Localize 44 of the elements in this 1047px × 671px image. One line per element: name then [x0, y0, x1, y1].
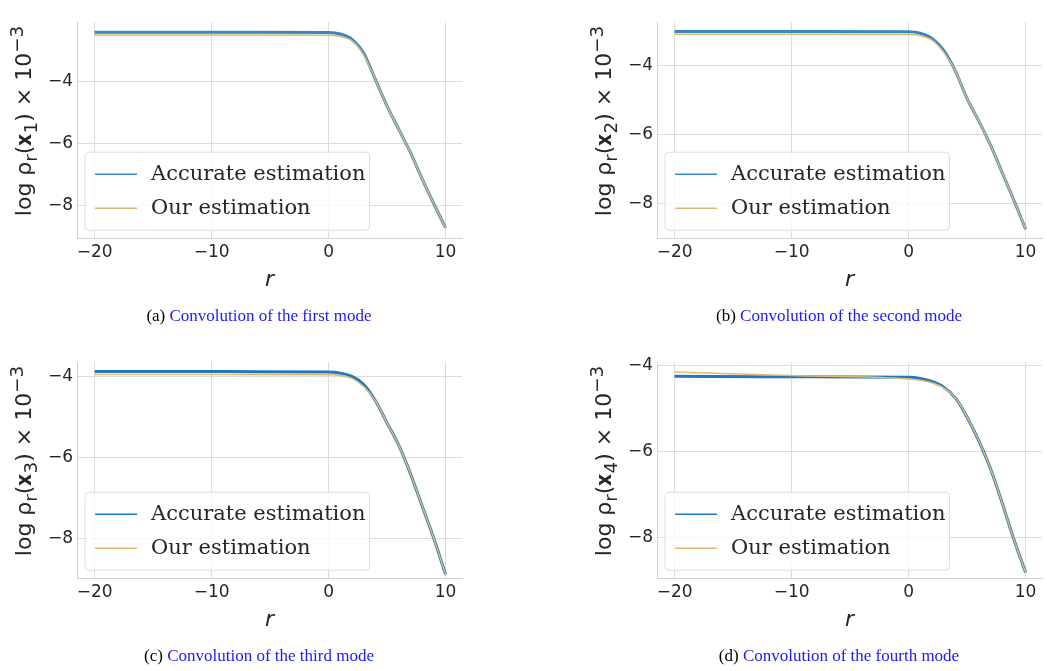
- legend-label: Our estimation: [731, 534, 891, 559]
- x-tick-label: 0: [903, 580, 915, 601]
- x-tick-label: −10: [773, 580, 810, 601]
- legend-label: Accurate estimation: [150, 160, 366, 185]
- x-tick-label: −10: [193, 240, 230, 261]
- y-tick-label: −6: [48, 131, 74, 152]
- text: (d) Convolution of the fourth mode: [718, 646, 960, 665]
- y-tick-label: −4: [628, 54, 654, 75]
- x-tick-label: −20: [656, 240, 693, 261]
- y-tick-label: −8: [628, 525, 654, 546]
- x-axis-title: r: [265, 265, 277, 291]
- y-tick-label: −8: [628, 192, 654, 213]
- x-tick-label: −10: [193, 580, 230, 601]
- legend-label: Accurate estimation: [730, 160, 946, 185]
- x-tick-label: −20: [656, 580, 693, 601]
- x-tick-label: −10: [773, 240, 810, 261]
- x-tick-label: 0: [323, 240, 335, 261]
- x-tick-label: 0: [323, 580, 335, 601]
- y-tick-label: −8: [48, 527, 74, 548]
- y-tick-label: −8: [48, 193, 74, 214]
- x-axis-title: r: [845, 265, 857, 291]
- x-tick-label: 10: [434, 580, 457, 601]
- x-tick-label: −20: [76, 580, 113, 601]
- legend-label: Our estimation: [151, 534, 311, 559]
- y-tick-label: −4: [48, 364, 74, 385]
- x-tick-label: 0: [903, 240, 915, 261]
- legend-label: Our estimation: [731, 194, 891, 219]
- x-axis-title: r: [265, 605, 277, 631]
- y-tick-label: −4: [48, 69, 74, 90]
- text: (c) Convolution of the third mode: [144, 646, 374, 665]
- x-tick-label: 10: [1014, 580, 1037, 601]
- legend-label: Our estimation: [151, 194, 311, 219]
- legend-label: Accurate estimation: [730, 500, 946, 525]
- x-tick-label: 10: [434, 240, 457, 261]
- text: (b) Convolution of the second mode: [716, 306, 962, 325]
- legend-label: Accurate estimation: [150, 500, 366, 525]
- x-tick-label: −20: [76, 240, 113, 261]
- x-tick-label: 10: [1014, 240, 1037, 261]
- y-tick-label: −4: [628, 354, 654, 375]
- y-tick-label: −6: [628, 123, 654, 144]
- x-axis-title: r: [845, 605, 857, 631]
- y-tick-label: −6: [628, 439, 654, 460]
- text: (a) Convolution of the first mode: [146, 306, 372, 325]
- y-tick-label: −6: [48, 446, 74, 467]
